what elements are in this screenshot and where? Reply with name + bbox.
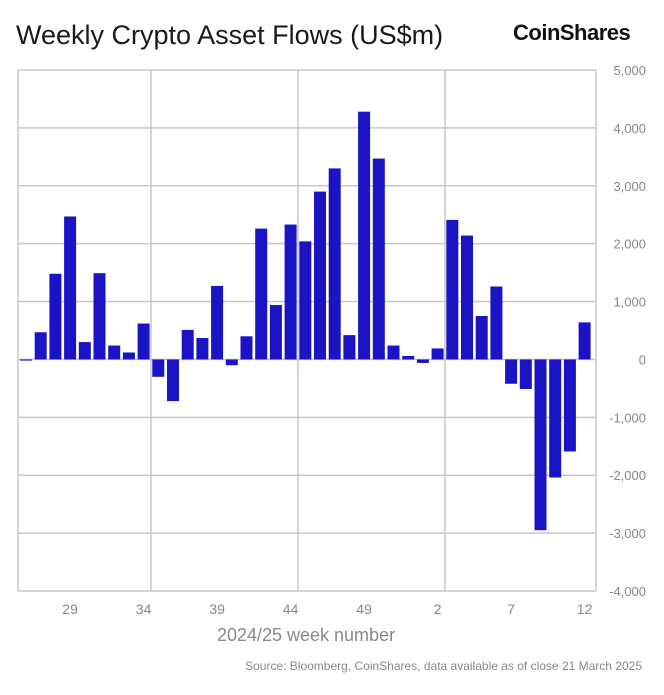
bar-week-32: [108, 345, 121, 360]
bar-week-8: [519, 359, 532, 389]
bar-week-34: [137, 323, 150, 360]
bar-week-26: [20, 359, 32, 361]
y-tick-label: -3,000: [609, 526, 646, 541]
y-tick-label: -1,000: [609, 410, 646, 425]
coinshares-logo: CoinShares: [513, 20, 631, 45]
bar-week-12: [578, 322, 591, 360]
bar-week-9: [534, 359, 547, 531]
bar-week-44: [284, 224, 297, 360]
x-tick-label: 44: [283, 601, 299, 617]
y-tick-label: 2,000: [613, 237, 646, 252]
bar-week-51: [387, 345, 400, 360]
y-tick-label: 5,000: [613, 63, 646, 78]
bar-week-50: [372, 158, 385, 360]
bar-week-11: [563, 359, 576, 452]
bar-week-37: [181, 329, 194, 360]
bar-week-10: [549, 359, 562, 478]
x-tick-label: 34: [136, 601, 152, 617]
x-tick-label: 29: [62, 601, 78, 617]
bar-week-48: [343, 335, 356, 360]
x-tick-label: 39: [209, 601, 225, 617]
bar-week-28: [49, 273, 62, 360]
y-tick-label: 4,000: [613, 121, 646, 136]
bar-week-2: [431, 348, 444, 360]
bar-week-30: [78, 342, 91, 360]
x-axis-label: 2024/25 week number: [217, 625, 395, 645]
bar-week-45: [299, 241, 312, 360]
bar-week-39: [211, 285, 224, 360]
y-tick-label: 3,000: [613, 179, 646, 194]
bar-week-1: [416, 359, 429, 363]
y-tick-label: 1,000: [613, 295, 646, 310]
bar-week-38: [196, 338, 209, 360]
y-tick-label: 0: [639, 352, 646, 367]
source-note: Source: Bloomberg, CoinShares, data avai…: [245, 659, 642, 673]
bar-week-7: [505, 359, 518, 384]
x-tick-label: 12: [577, 601, 593, 617]
bar-week-35: [152, 359, 165, 377]
x-tick-label: 2: [434, 601, 442, 617]
bar-week-47: [328, 168, 341, 360]
bar-week-27: [34, 332, 47, 360]
y-tick-label: -2,000: [609, 468, 646, 483]
bar-week-52: [402, 355, 415, 360]
chart-title: Weekly Crypto Asset Flows (US$m): [16, 20, 444, 50]
bar-week-42: [255, 228, 268, 360]
bar-week-46: [314, 191, 326, 360]
x-tick-label: 49: [356, 601, 372, 617]
bar-week-36: [167, 359, 179, 402]
bar-week-43: [269, 305, 282, 360]
x-tick-label: 7: [507, 601, 515, 617]
bar-week-41: [240, 336, 253, 360]
bar-week-29: [64, 216, 77, 360]
y-tick-label: -4,000: [609, 584, 646, 599]
bar-week-3: [446, 219, 459, 360]
bar-week-6: [490, 286, 503, 360]
bar-week-33: [122, 352, 135, 360]
bar-week-5: [475, 316, 488, 360]
bar-week-49: [358, 111, 371, 360]
bar-week-31: [93, 273, 106, 360]
bar-week-40: [225, 359, 238, 366]
bar-week-4: [461, 235, 473, 360]
